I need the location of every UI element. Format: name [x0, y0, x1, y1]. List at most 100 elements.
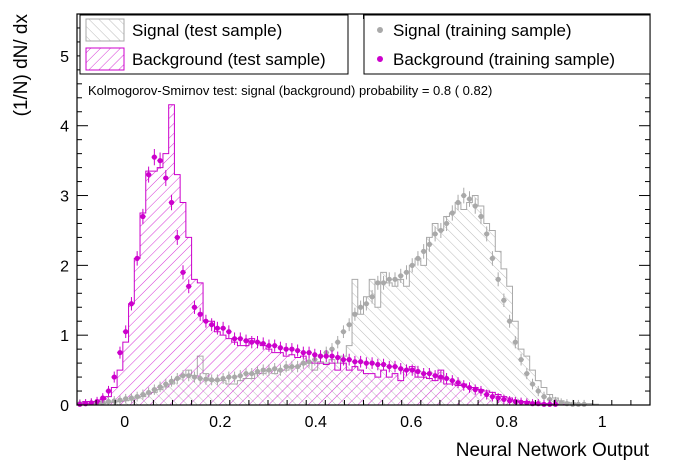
background-training-point	[541, 399, 547, 407]
background-training-point	[134, 251, 141, 266]
background-training-point	[329, 350, 335, 363]
signal-training-point	[575, 399, 582, 407]
background-training-point	[248, 335, 255, 349]
background-training-point	[300, 346, 307, 359]
legend-label-sig-test: Signal (test sample)	[132, 21, 282, 40]
signal-training-point	[363, 297, 370, 311]
background-training-point	[271, 339, 278, 352]
background-training-point	[122, 325, 129, 339]
signal-training-point	[386, 272, 393, 287]
legend-swatch-sig-test	[85, 18, 125, 42]
background-training-point	[409, 364, 416, 376]
signal-training-point	[185, 370, 192, 382]
background-training-point	[346, 353, 353, 366]
signal-training-point	[191, 371, 198, 383]
signal-training-point	[260, 364, 267, 376]
background-training-point	[225, 325, 232, 339]
signal-training-point	[518, 353, 524, 366]
legend-label-bkg-train: Background (training sample)	[393, 50, 615, 69]
background-training-point	[99, 393, 106, 403]
background-training-point	[415, 365, 421, 378]
signal-training-point	[415, 251, 421, 266]
x-tick-label: 1	[598, 414, 607, 431]
background-training-point	[340, 353, 347, 366]
histogram-layer	[76, 104, 650, 406]
signal-training-point	[346, 318, 353, 332]
signal-training-point	[489, 251, 496, 266]
background-training-point	[403, 364, 410, 376]
background-training-point	[283, 343, 290, 356]
background-training-point	[426, 367, 433, 380]
background-training-point	[111, 371, 118, 383]
signal-training-point	[472, 198, 479, 214]
background-training-point	[243, 334, 249, 347]
legend-box-left	[79, 14, 349, 75]
background-training-point	[208, 318, 215, 332]
signal-training-point	[455, 194, 461, 211]
background-training-point	[306, 346, 312, 359]
background-training-point	[220, 321, 226, 335]
x-tick-label: 0.8	[496, 414, 518, 431]
signal-training-point	[145, 387, 152, 398]
background-training-point	[294, 344, 301, 357]
x-tick-label: 0.2	[209, 414, 231, 431]
signal-training-point	[122, 393, 129, 404]
signal-training-point	[340, 325, 347, 339]
background-training-point	[455, 377, 461, 389]
background-training-point	[174, 229, 181, 245]
background-training-point	[105, 385, 112, 397]
background-training-point	[460, 380, 467, 391]
signal-training-point	[483, 226, 490, 242]
background-training-point	[506, 396, 513, 405]
signal-training-point	[357, 300, 364, 314]
y-axis-label: (1/N) dN/ dx	[11, 14, 32, 117]
signal-training-point	[426, 237, 433, 252]
background-training-point	[180, 265, 186, 280]
background-training-point	[386, 360, 393, 373]
signal-training-point	[214, 374, 221, 386]
signal-training-point	[443, 215, 450, 232]
signal-training-point	[523, 367, 530, 380]
background-training-point	[392, 360, 398, 373]
signal-training-point	[174, 372, 181, 384]
x-tick-label: 0.6	[400, 414, 422, 431]
legend-marker-bkg-train	[377, 56, 383, 62]
background-training-point	[432, 370, 438, 382]
signal-training-point	[380, 275, 387, 290]
signal-training-point	[449, 205, 456, 221]
background-training-point	[546, 399, 553, 407]
signal-training-point	[294, 360, 301, 373]
background-training-point	[151, 148, 158, 166]
signal-training-point	[420, 244, 427, 259]
ks-test-text: Kolmogorov-Smirnov test: signal (backgro…	[88, 83, 492, 98]
signal-training-point	[478, 208, 484, 225]
background-training-point	[197, 307, 204, 321]
background-training-point	[374, 358, 381, 371]
background-training-point	[203, 314, 209, 328]
signal-training-point	[180, 370, 186, 382]
signal-training-point	[512, 335, 519, 349]
background-test-histogram	[76, 104, 650, 406]
x-tick-label: 0	[120, 414, 129, 431]
signal-training-point	[283, 360, 290, 373]
background-training-point	[88, 398, 95, 406]
signal-training-point	[397, 268, 404, 283]
background-training-point	[443, 372, 450, 384]
legend: Signal (test sample) Background (test sa…	[79, 14, 651, 75]
background-training-point	[437, 371, 444, 383]
background-training-point	[323, 350, 330, 363]
signal-training-point	[203, 373, 209, 385]
points-layer	[77, 148, 587, 407]
background-training-point	[311, 348, 318, 361]
signal-training-point	[162, 378, 169, 390]
signal-training-point	[266, 364, 272, 376]
signal-training-point	[352, 307, 358, 321]
background-training-point	[277, 341, 284, 354]
background-training-point	[214, 321, 221, 335]
y-tick-label: 1	[60, 328, 69, 345]
signal-training-point	[541, 391, 547, 402]
legend-label-sig-train: Signal (training sample)	[393, 21, 572, 40]
signal-training-point	[140, 389, 146, 400]
signal-training-point	[117, 395, 123, 405]
signal-training-point	[495, 272, 502, 287]
